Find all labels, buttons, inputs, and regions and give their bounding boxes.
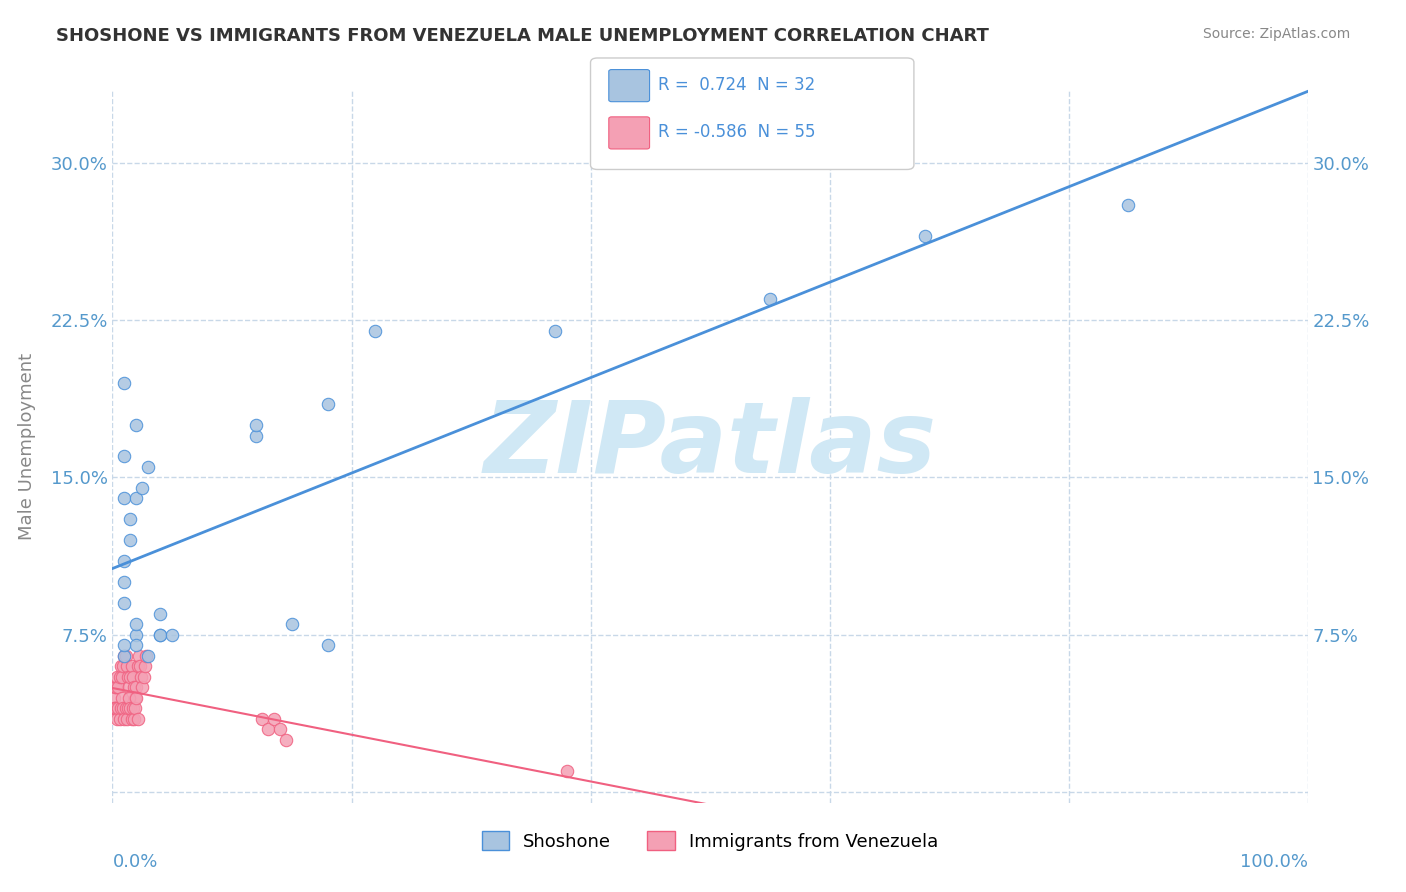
Text: 100.0%: 100.0%	[1240, 853, 1308, 871]
Point	[124, 690, 146, 705]
Legend: Shoshone, Immigrants from Venezuela: Shoshone, Immigrants from Venezuela	[475, 824, 945, 858]
Point	[127, 712, 149, 726]
Point	[1118, 197, 1140, 211]
Point	[117, 701, 139, 715]
Point	[105, 670, 128, 684]
Point	[103, 690, 125, 705]
Point	[115, 659, 138, 673]
Point	[250, 712, 273, 726]
Point	[118, 681, 141, 695]
Point	[129, 670, 152, 684]
Text: R = -0.586  N = 55: R = -0.586 N = 55	[658, 123, 815, 141]
Point	[122, 712, 145, 726]
Point	[127, 659, 149, 673]
Point	[105, 701, 128, 715]
Point	[125, 681, 148, 695]
Point	[149, 628, 172, 642]
Point	[138, 648, 160, 663]
Point	[759, 292, 782, 306]
Point	[129, 659, 152, 673]
Point	[125, 617, 148, 632]
Point	[120, 670, 142, 684]
Point	[134, 659, 156, 673]
Point	[110, 701, 132, 715]
Text: SHOSHONE VS IMMIGRANTS FROM VENEZUELA MALE UNEMPLOYMENT CORRELATION CHART: SHOSHONE VS IMMIGRANTS FROM VENEZUELA MA…	[56, 27, 988, 45]
Point	[121, 701, 143, 715]
Point	[104, 701, 127, 715]
Point	[128, 648, 150, 663]
Point	[114, 450, 135, 464]
Point	[120, 512, 142, 526]
Point	[112, 659, 135, 673]
Text: Source: ZipAtlas.com: Source: ZipAtlas.com	[1202, 27, 1350, 41]
Point	[107, 681, 129, 695]
Point	[162, 628, 183, 642]
Point	[245, 428, 267, 442]
Point	[125, 639, 148, 653]
Point	[114, 701, 136, 715]
Point	[364, 324, 387, 338]
Text: ZIPatlas: ZIPatlas	[484, 398, 936, 494]
Point	[281, 617, 304, 632]
Text: 0.0%: 0.0%	[112, 853, 157, 871]
Point	[108, 712, 131, 726]
Point	[274, 732, 297, 747]
Point	[138, 460, 160, 475]
Point	[108, 670, 131, 684]
Y-axis label: Male Unemployment: Male Unemployment	[18, 352, 37, 540]
Point	[104, 681, 127, 695]
Point	[245, 417, 267, 432]
Point	[149, 607, 172, 621]
Point	[117, 670, 139, 684]
Point	[118, 690, 141, 705]
Point	[111, 670, 134, 684]
Point	[914, 229, 936, 244]
Point	[105, 681, 128, 695]
Text: R =  0.724  N = 32: R = 0.724 N = 32	[658, 76, 815, 94]
Point	[114, 376, 135, 390]
Point	[121, 712, 143, 726]
Point	[114, 596, 135, 610]
Point	[114, 648, 135, 663]
Point	[132, 670, 155, 684]
Point	[114, 712, 135, 726]
Point	[105, 712, 128, 726]
Point	[269, 723, 291, 737]
Point	[131, 681, 153, 695]
Point	[114, 554, 135, 568]
Point	[263, 712, 285, 726]
Point	[121, 670, 143, 684]
Point	[121, 659, 143, 673]
Point	[125, 690, 148, 705]
Point	[103, 701, 125, 715]
Point	[124, 701, 146, 715]
Point	[316, 639, 339, 653]
Point	[125, 491, 148, 506]
Point	[110, 659, 132, 673]
Point	[115, 712, 138, 726]
Point	[149, 628, 172, 642]
Point	[125, 628, 148, 642]
Point	[107, 701, 129, 715]
Point	[114, 575, 135, 590]
Point	[114, 648, 136, 663]
Point	[114, 491, 135, 506]
Point	[316, 397, 339, 411]
Point	[114, 639, 135, 653]
Point	[111, 690, 134, 705]
Point	[120, 701, 142, 715]
Point	[543, 324, 565, 338]
Point	[555, 764, 578, 779]
Point	[257, 723, 280, 737]
Point	[131, 481, 153, 495]
Point	[114, 648, 135, 663]
Point	[125, 417, 148, 432]
Point	[112, 701, 135, 715]
Point	[122, 681, 145, 695]
Point	[135, 648, 157, 663]
Point	[120, 533, 142, 548]
